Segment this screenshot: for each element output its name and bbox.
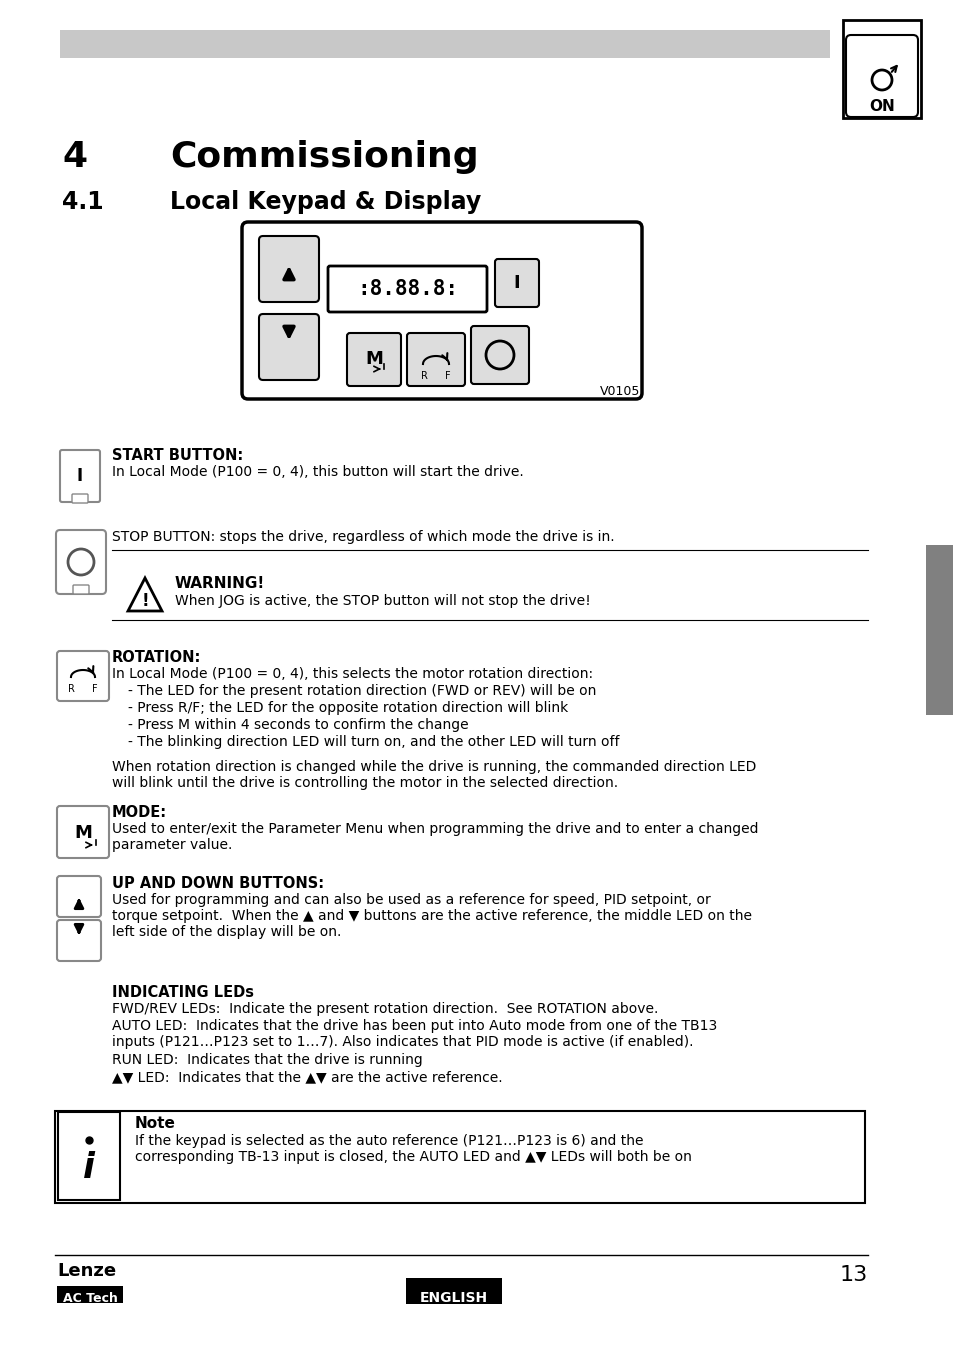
- Text: ON: ON: [868, 98, 894, 113]
- Text: Note: Note: [135, 1116, 175, 1131]
- Text: AC Tech: AC Tech: [63, 1292, 117, 1304]
- Text: Lenze: Lenze: [57, 1262, 116, 1280]
- Text: Used for programming and can also be used as a reference for speed, PID setpoint: Used for programming and can also be use…: [112, 893, 751, 939]
- Text: MODE:: MODE:: [112, 806, 167, 821]
- FancyBboxPatch shape: [328, 266, 486, 312]
- Text: ROTATION:: ROTATION:: [112, 650, 201, 665]
- FancyBboxPatch shape: [925, 545, 953, 716]
- Text: In Local Mode (P100 = 0, 4), this button will start the drive.: In Local Mode (P100 = 0, 4), this button…: [112, 465, 523, 478]
- Text: 13: 13: [839, 1265, 867, 1285]
- FancyBboxPatch shape: [73, 585, 89, 594]
- Text: When rotation direction is changed while the drive is running, the commanded dir: When rotation direction is changed while…: [112, 761, 756, 791]
- Text: If the keypad is selected as the auto reference (P121…P123 is 6) and the
corresp: If the keypad is selected as the auto re…: [135, 1134, 691, 1164]
- Text: WARNING!: WARNING!: [174, 577, 265, 592]
- FancyBboxPatch shape: [495, 259, 538, 307]
- FancyBboxPatch shape: [57, 652, 109, 701]
- FancyBboxPatch shape: [258, 313, 318, 380]
- FancyBboxPatch shape: [57, 920, 101, 961]
- Text: - The LED for the present rotation direction (FWD or REV) will be on: - The LED for the present rotation direc…: [128, 684, 596, 698]
- Text: Used to enter/exit the Parameter Menu when programming the drive and to enter a : Used to enter/exit the Parameter Menu wh…: [112, 822, 758, 852]
- Text: - Press R/F; the LED for the opposite rotation direction will blink: - Press R/F; the LED for the opposite ro…: [128, 701, 568, 716]
- Text: FWD/REV LEDs:  Indicate the present rotation direction.  See ROTATION above.: FWD/REV LEDs: Indicate the present rotat…: [112, 1002, 658, 1015]
- Text: F: F: [445, 371, 451, 382]
- Text: F: F: [92, 684, 98, 694]
- Text: V0105: V0105: [599, 384, 639, 398]
- FancyBboxPatch shape: [58, 1112, 120, 1199]
- Text: M: M: [74, 825, 91, 842]
- Text: !: !: [141, 592, 149, 611]
- FancyBboxPatch shape: [406, 1278, 501, 1304]
- FancyBboxPatch shape: [56, 530, 106, 594]
- FancyBboxPatch shape: [258, 236, 318, 303]
- Text: AUTO LED:  Indicates that the drive has been put into Auto mode from one of the : AUTO LED: Indicates that the drive has b…: [112, 1020, 717, 1050]
- Text: R: R: [420, 371, 427, 382]
- Text: M: M: [365, 350, 382, 368]
- FancyBboxPatch shape: [842, 20, 920, 119]
- Text: i: i: [83, 1150, 95, 1184]
- Text: In Local Mode (P100 = 0, 4), this selects the motor rotation direction:: In Local Mode (P100 = 0, 4), this select…: [112, 667, 593, 682]
- FancyBboxPatch shape: [57, 1287, 123, 1303]
- Text: 4.1: 4.1: [62, 189, 104, 214]
- FancyBboxPatch shape: [57, 806, 109, 857]
- FancyBboxPatch shape: [347, 333, 400, 386]
- FancyBboxPatch shape: [55, 1111, 864, 1204]
- Text: ENGLISH: ENGLISH: [419, 1291, 488, 1304]
- Text: When JOG is active, the STOP button will not stop the drive!: When JOG is active, the STOP button will…: [174, 594, 590, 608]
- Text: :8.88.8:: :8.88.8:: [357, 279, 458, 298]
- Text: R: R: [68, 684, 74, 694]
- Text: - Press M within 4 seconds to confirm the change: - Press M within 4 seconds to confirm th…: [128, 718, 468, 732]
- Text: RUN LED:  Indicates that the drive is running: RUN LED: Indicates that the drive is run…: [112, 1054, 422, 1067]
- Text: INDICATING LEDs: INDICATING LEDs: [112, 985, 253, 1000]
- Text: Commissioning: Commissioning: [170, 140, 478, 174]
- Text: 4: 4: [62, 140, 87, 174]
- FancyBboxPatch shape: [71, 493, 88, 503]
- FancyBboxPatch shape: [242, 222, 641, 399]
- Text: Local Keypad & Display: Local Keypad & Display: [170, 189, 480, 214]
- Text: UP AND DOWN BUTTONS:: UP AND DOWN BUTTONS:: [112, 876, 324, 891]
- FancyBboxPatch shape: [407, 333, 464, 386]
- Text: - The blinking direction LED will turn on, and the other LED will turn off: - The blinking direction LED will turn o…: [128, 735, 618, 750]
- FancyBboxPatch shape: [60, 450, 100, 502]
- Text: ▲▼ LED:  Indicates that the ▲▼ are the active reference.: ▲▼ LED: Indicates that the ▲▼ are the ac…: [112, 1070, 502, 1084]
- Text: I: I: [77, 468, 83, 485]
- Text: START BUTTON:: START BUTTON:: [112, 448, 243, 463]
- Text: I: I: [513, 274, 519, 292]
- FancyBboxPatch shape: [57, 876, 101, 917]
- Polygon shape: [128, 578, 162, 611]
- FancyBboxPatch shape: [845, 35, 917, 117]
- Text: STOP BUTTON: stops the drive, regardless of which mode the drive is in.: STOP BUTTON: stops the drive, regardless…: [112, 530, 614, 544]
- FancyBboxPatch shape: [60, 30, 829, 59]
- FancyBboxPatch shape: [471, 326, 529, 384]
